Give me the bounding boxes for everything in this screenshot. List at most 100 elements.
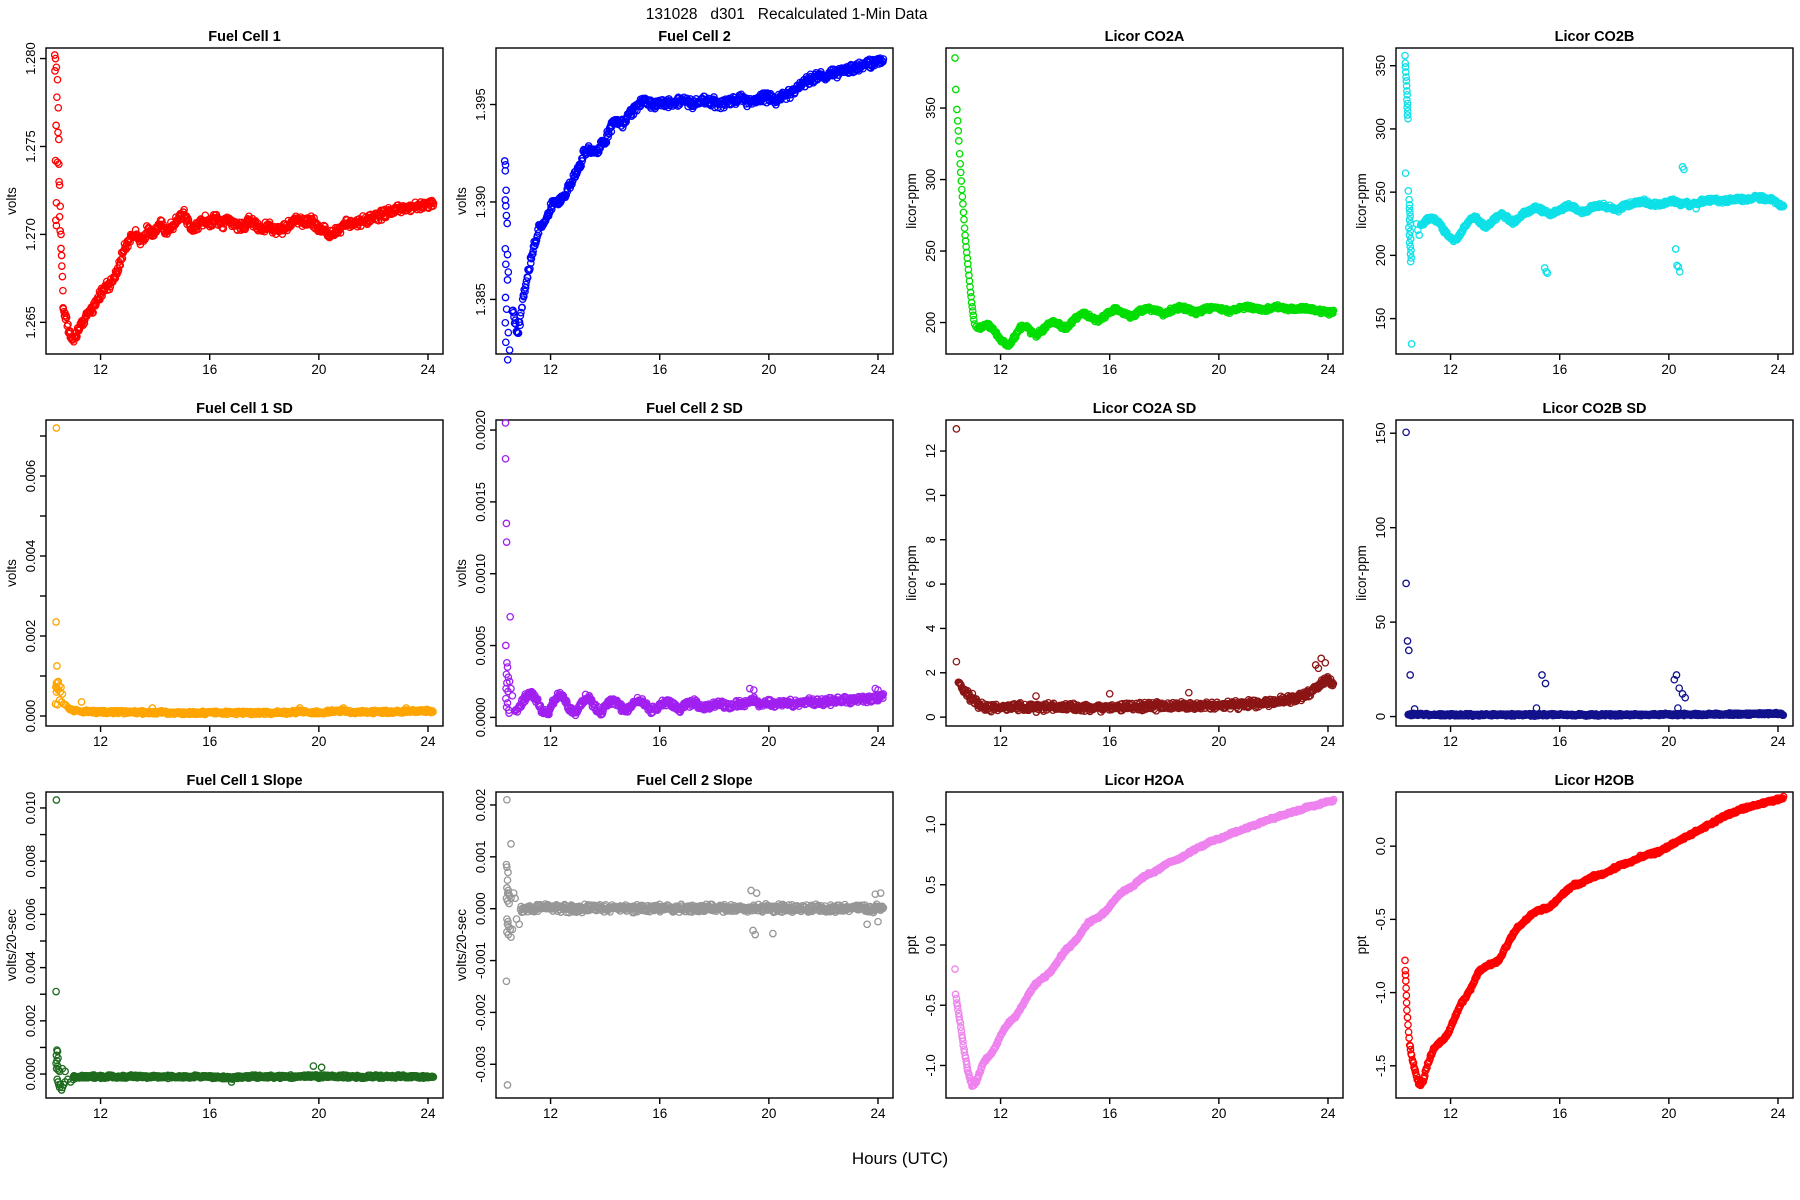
svg-text:licor-ppm: licor-ppm: [1354, 173, 1369, 229]
svg-text:16: 16: [202, 734, 217, 749]
svg-text:24: 24: [1320, 362, 1336, 377]
svg-text:8: 8: [923, 536, 938, 543]
svg-text:licor-ppm: licor-ppm: [904, 545, 919, 601]
svg-text:24: 24: [1320, 734, 1336, 749]
svg-text:1.280: 1.280: [23, 42, 38, 75]
chart-fuel-cell-2: 12 16 20 24 1.385 1.390 1.395 Fuel Cell 2 volts: [454, 29, 894, 377]
chart-licor-co2a: 12 16 20 24 200 250 300 350 Licor CO2A licor-ppm: [904, 29, 1344, 377]
svg-text:Fuel Cell 1 SD: Fuel Cell 1 SD: [196, 401, 293, 417]
panel-fuel-cell-1: 12 16 20 24 1.265 1.270 1.275 1.280 Fuel Cell 1 v…: [0, 28, 450, 400]
panel-licor-co2a: 12 16 20 24 200 250 300 350 Licor CO2A licor-ppm: [900, 28, 1350, 400]
svg-text:20: 20: [1211, 362, 1226, 377]
svg-text:12: 12: [993, 362, 1008, 377]
svg-text:300: 300: [1373, 118, 1388, 140]
shared-x-axis-label: Hours (UTC): [851, 1149, 949, 1168]
svg-text:24: 24: [870, 362, 886, 377]
svg-text:volts: volts: [4, 187, 19, 215]
svg-text:250: 250: [923, 240, 938, 262]
svg-text:200: 200: [1373, 245, 1388, 267]
svg-text:1.395: 1.395: [473, 88, 488, 121]
svg-text:0.0000: 0.0000: [473, 697, 488, 737]
svg-text:Fuel Cell 1: Fuel Cell 1: [208, 29, 281, 45]
svg-text:16: 16: [652, 734, 667, 749]
svg-text:12: 12: [543, 734, 558, 749]
svg-text:24: 24: [420, 734, 436, 749]
chart-fuel-cell-2-slope: 12 16 20 240.0020.0010.000-0.001-0.002-0.00…: [454, 773, 894, 1121]
svg-text:24: 24: [420, 362, 436, 377]
svg-text:0: 0: [923, 714, 938, 721]
chart-fuel-cell-1: 12 16 20 24 1.265 1.270 1.275 1.280 Fuel Cell 1 v…: [4, 29, 444, 377]
svg-text:licor-ppm: licor-ppm: [904, 173, 919, 229]
panel-licor-co2b-sd: 12 16 20 24 0 50 100 150 Licor CO2B SD licor-ppm: [1350, 400, 1800, 772]
svg-text:20: 20: [311, 362, 326, 377]
svg-text:150: 150: [1373, 308, 1388, 330]
svg-text:200: 200: [923, 312, 938, 334]
svg-text:4: 4: [923, 625, 938, 632]
svg-text:16: 16: [652, 362, 667, 377]
svg-text:12: 12: [993, 734, 1008, 749]
svg-text:16: 16: [1102, 362, 1117, 377]
svg-text:250: 250: [1373, 181, 1388, 203]
svg-text:16: 16: [1102, 734, 1117, 749]
svg-text:350: 350: [1373, 55, 1388, 77]
svg-text:Fuel Cell 2: Fuel Cell 2: [658, 29, 731, 45]
svg-text:20: 20: [761, 362, 776, 377]
svg-text:6: 6: [923, 580, 938, 587]
svg-text:24: 24: [1770, 362, 1786, 377]
svg-text:16: 16: [202, 362, 217, 377]
svg-text:0.0005: 0.0005: [473, 626, 488, 666]
panel-fuel-cell-2-sd: 12 16 20 24 0.0000 0.0005 0.0010 0.0015 0.0020 Fu…: [450, 400, 900, 772]
svg-text:20: 20: [1661, 362, 1676, 377]
panel-fuel-cell-2: 12 16 20 24 1.385 1.390 1.395 Fuel Cell 2 volts: [450, 28, 900, 400]
svg-text:12: 12: [923, 444, 938, 458]
svg-text:1.275: 1.275: [23, 130, 38, 163]
chart-licor-co2b: 12 16 20 24 150 200 250 300 350 Licor CO2B licor-p…: [1354, 29, 1794, 377]
svg-text:0.0015: 0.0015: [473, 482, 488, 522]
svg-text:20: 20: [1211, 734, 1226, 749]
svg-text:0.002: 0.002: [23, 620, 38, 653]
svg-text:0.0010: 0.0010: [473, 554, 488, 594]
panel-licor-co2b: 12 16 20 24 150 200 250 300 350 Licor CO2B licor-p…: [1350, 28, 1800, 400]
svg-text:0.0020: 0.0020: [473, 410, 488, 450]
svg-text:12: 12: [1443, 362, 1458, 377]
svg-text:0.000: 0.000: [23, 700, 38, 733]
figure-title: 131028 d301 Recalculated 1-Min Data: [645, 6, 928, 23]
svg-text:300: 300: [923, 169, 938, 191]
svg-text:10: 10: [923, 488, 938, 502]
panel-licor-co2a-sd: 12 16 20 24 0 2 4 6 8 10 12 Licor CO2A SD licor-ppm: [900, 400, 1350, 772]
panel-fuel-cell-1-slope: 12 16 20 24 0.000 0.002 0.004 0.006 0.008 0.010 Fu…: [0, 772, 450, 1144]
svg-text:350: 350: [923, 97, 938, 119]
svg-text:volts: volts: [4, 559, 19, 587]
panel-fuel-cell-2-slope: 12 16 20 24 0.002 0.001 0.000 -0.001 -0.002 -0.00…: [450, 772, 900, 1144]
panel-licor-h2oa: 12 16 20 24 -1.0 -0.5 0.0 0.5 1.0 Licor H2OA ppt: [900, 772, 1350, 1144]
svg-text:24: 24: [870, 734, 886, 749]
svg-text:1.390: 1.390: [473, 186, 488, 219]
panel-licor-h2ob: 12 16 20 24 -1.5 -1.0 -0.5 0.0 Licor H2OB ppt: [1350, 772, 1800, 1144]
svg-text:20: 20: [761, 734, 776, 749]
svg-text:1.270: 1.270: [23, 218, 38, 251]
svg-text:1.385: 1.385: [473, 283, 488, 316]
svg-text:Fuel Cell 2 SD: Fuel Cell 2 SD: [646, 401, 743, 417]
svg-text:Licor CO2A: Licor CO2A: [1105, 29, 1185, 45]
svg-text:Licor CO2B: Licor CO2B: [1555, 29, 1635, 45]
chart-fuel-cell-2-sd: 12 16 20 24 0.0000 0.0005 0.0010 0.0015 0.0020 Fu…: [454, 401, 894, 749]
chart-fuel-cell-1-sd: 12 16 20 24 0.000 0.002 0.004 0.006 Fuel Cell 1 …: [4, 401, 444, 749]
svg-text:2: 2: [923, 669, 938, 676]
panel-fuel-cell-1-sd: 12 16 20 24 0.000 0.002 0.004 0.006 Fuel Cell 1 …: [0, 400, 450, 772]
svg-text:12: 12: [93, 362, 108, 377]
svg-text:12: 12: [543, 362, 558, 377]
svg-text:0.004: 0.004: [23, 540, 38, 573]
svg-text:12: 12: [93, 734, 108, 749]
svg-text:20: 20: [311, 734, 326, 749]
svg-text:0.006: 0.006: [23, 460, 38, 493]
svg-text:volts: volts: [454, 187, 469, 215]
svg-text:1.265: 1.265: [23, 306, 38, 339]
svg-text:volts: volts: [454, 559, 469, 587]
svg-text:Licor CO2A SD: Licor CO2A SD: [1093, 401, 1196, 417]
